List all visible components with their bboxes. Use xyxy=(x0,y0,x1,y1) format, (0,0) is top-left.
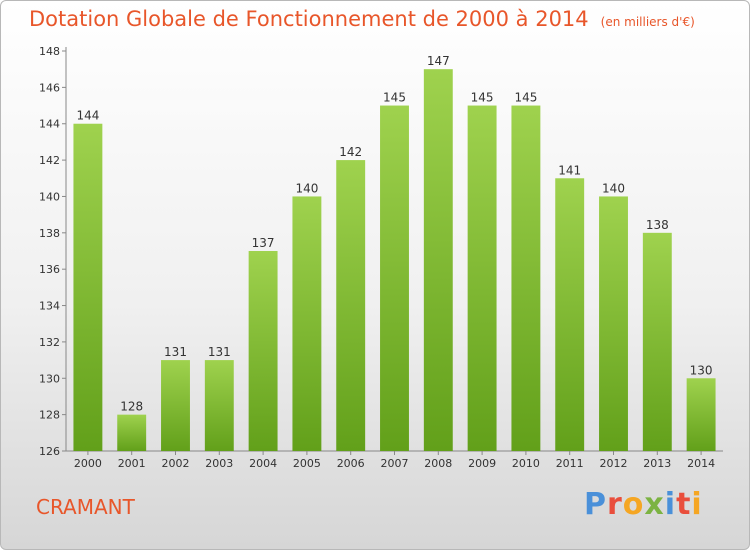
bar-value-label: 130 xyxy=(690,363,713,377)
bar-2008 xyxy=(423,69,453,451)
x-tick-label: 2000 xyxy=(74,457,102,470)
logo-letter: o xyxy=(622,487,645,522)
logo-letter: P xyxy=(584,487,607,522)
bar-2006 xyxy=(336,160,366,451)
bar-value-label: 142 xyxy=(339,145,362,159)
bar-value-label: 131 xyxy=(164,345,187,359)
bars: 144 128 131 131 137 140 142 145 147 145 145 141 140 1… xyxy=(73,54,716,452)
bar-value-label: 145 xyxy=(471,91,494,105)
x-tick-label: 2001 xyxy=(118,457,146,470)
y-tick-label: 134 xyxy=(39,300,60,313)
x-tick-label: 2002 xyxy=(162,457,190,470)
x-tick-label: 2003 xyxy=(205,457,233,470)
y-tick-label: 142 xyxy=(39,154,60,167)
y-tick-label: 140 xyxy=(39,190,60,203)
bar-value-label: 128 xyxy=(120,400,143,414)
y-tick-label: 128 xyxy=(39,409,60,422)
bar-2007 xyxy=(380,105,409,451)
y-tick-label: 146 xyxy=(39,81,60,94)
y-tick-label: 144 xyxy=(39,118,60,131)
y-tick-label: 130 xyxy=(39,372,60,385)
bar-value-label: 145 xyxy=(514,91,537,105)
bar-value-label: 145 xyxy=(383,91,406,105)
bar-2000 xyxy=(73,123,103,452)
bar-2011 xyxy=(555,178,585,452)
bar-2005 xyxy=(292,196,322,451)
bar-2003 xyxy=(204,360,234,451)
x-tick-label: 2014 xyxy=(687,457,715,470)
bar-value-label: 138 xyxy=(646,218,669,232)
bar-2010 xyxy=(511,105,541,451)
bar-2014 xyxy=(686,378,716,451)
y-axis: 126 128 130 132 134 136 138 140 142 144 146 148 xyxy=(39,45,67,458)
logo-letter: i xyxy=(664,487,677,522)
x-tick-label: 2008 xyxy=(424,457,452,470)
x-tick-label: 2009 xyxy=(468,457,496,470)
unit-note: (en milliers d'€) xyxy=(600,15,695,29)
y-tick-label: 136 xyxy=(39,263,60,276)
bar-2001 xyxy=(117,414,147,451)
bar-value-label: 140 xyxy=(295,181,318,195)
x-tick-label: 2013 xyxy=(643,457,671,470)
chart-title-text: Dotation Globale de Fonctionnement de 20… xyxy=(29,7,589,31)
bar-value-label: 147 xyxy=(427,54,450,68)
bar-2004 xyxy=(248,251,278,451)
logo-letter: i xyxy=(691,487,703,522)
bar-value-label: 144 xyxy=(76,109,99,123)
x-tick-label: 2011 xyxy=(556,457,584,470)
bar-value-label: 137 xyxy=(252,236,275,250)
y-tick-label: 132 xyxy=(39,336,60,349)
x-tick-label: 2012 xyxy=(600,457,628,470)
bar-value-label: 140 xyxy=(602,181,625,195)
x-tick-label: 2010 xyxy=(512,457,540,470)
commune-name: CRAMANT xyxy=(36,495,135,519)
logo-letter: r xyxy=(607,487,623,522)
logo-letter: t xyxy=(676,487,692,522)
x-axis: 2000 2001 2002 2003 2004 2005 2006 2007 2008 2009… xyxy=(66,450,723,470)
bar-2013 xyxy=(642,232,672,451)
chart-title: Dotation Globale de Fonctionnement de 20… xyxy=(29,7,695,31)
bar-2002 xyxy=(161,360,190,451)
x-tick-label: 2004 xyxy=(249,457,277,470)
y-tick-label: 148 xyxy=(39,45,60,58)
logo-letter: x xyxy=(644,487,665,522)
x-tick-label: 2007 xyxy=(381,457,409,470)
bar-value-label: 131 xyxy=(208,345,231,359)
proxiti-logo: Proxiti xyxy=(584,487,703,522)
bar-2012 xyxy=(599,196,628,451)
x-tick-label: 2006 xyxy=(337,457,365,470)
bar-value-label: 141 xyxy=(558,163,581,177)
y-tick-label: 138 xyxy=(39,227,60,240)
x-tick-label: 2005 xyxy=(293,457,321,470)
bar-2009 xyxy=(467,105,497,451)
y-tick-label: 126 xyxy=(39,445,60,458)
